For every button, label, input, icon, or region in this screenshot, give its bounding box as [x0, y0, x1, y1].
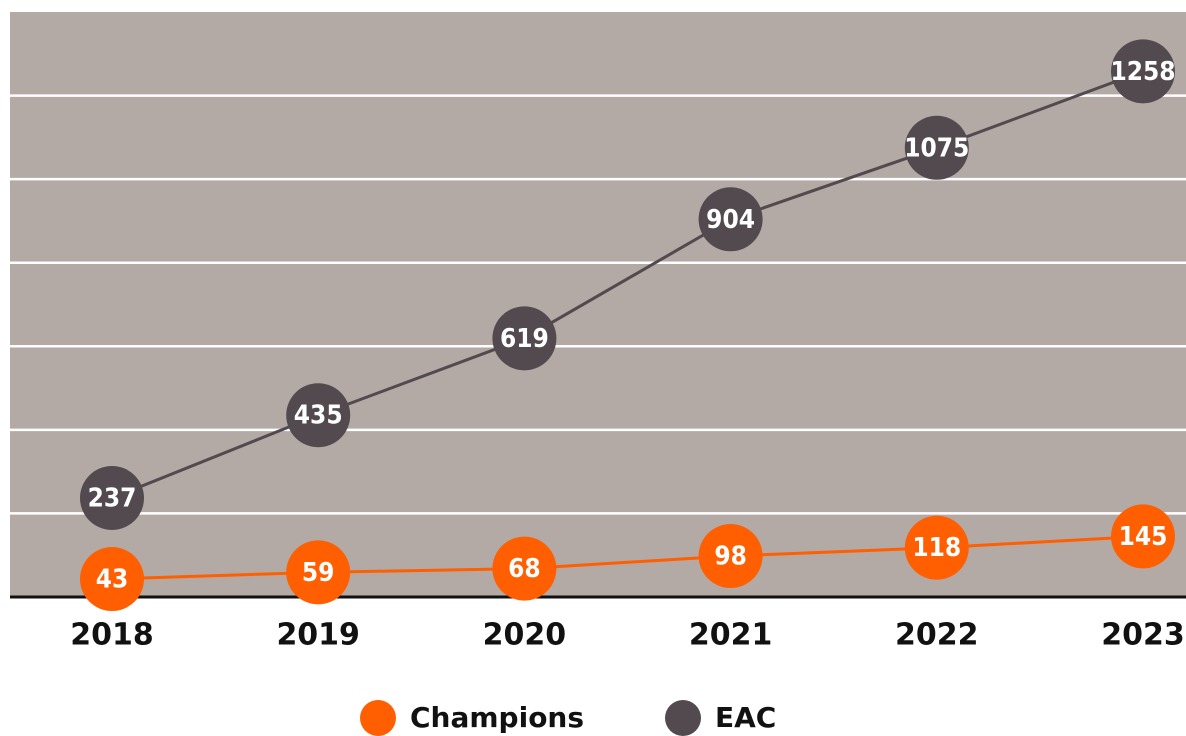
series-line	[111, 534, 1144, 581]
x-tick-label: 2023	[1101, 618, 1185, 653]
plot-background	[10, 12, 1186, 597]
data-point	[904, 515, 969, 580]
x-tick-label: 2019	[276, 618, 360, 653]
legend-swatch	[665, 700, 701, 736]
data-point	[286, 540, 351, 605]
series-line	[111, 69, 1144, 500]
x-tick-label: 2018	[70, 618, 154, 653]
data-label: 145	[1119, 522, 1168, 552]
legend-label: Champions	[410, 701, 584, 734]
data-point	[698, 524, 763, 589]
x-tick-label: 2022	[895, 618, 979, 653]
data-label: 904	[706, 205, 755, 235]
data-label: 1258	[1110, 57, 1175, 87]
data-label: 98	[714, 542, 747, 572]
data-point	[904, 115, 969, 180]
legend-swatch	[360, 700, 396, 736]
data-point	[1111, 504, 1175, 569]
data-point	[286, 383, 351, 448]
data-label: 118	[912, 533, 961, 563]
x-tick-label: 2020	[483, 618, 567, 653]
data-label: 237	[88, 483, 137, 513]
data-label: 68	[508, 554, 541, 584]
data-label: 59	[302, 558, 335, 588]
data-label: 619	[500, 324, 549, 354]
data-point	[698, 187, 763, 252]
x-tick-label: 2021	[689, 618, 773, 653]
data-point	[80, 465, 144, 530]
data-label: 435	[294, 401, 343, 431]
legend-label: EAC	[715, 701, 776, 734]
data-point	[80, 547, 144, 612]
data-label: 43	[96, 565, 129, 595]
data-point	[492, 536, 557, 601]
data-label: 1075	[904, 133, 969, 163]
data-point	[492, 306, 557, 371]
data-point	[1111, 39, 1175, 104]
